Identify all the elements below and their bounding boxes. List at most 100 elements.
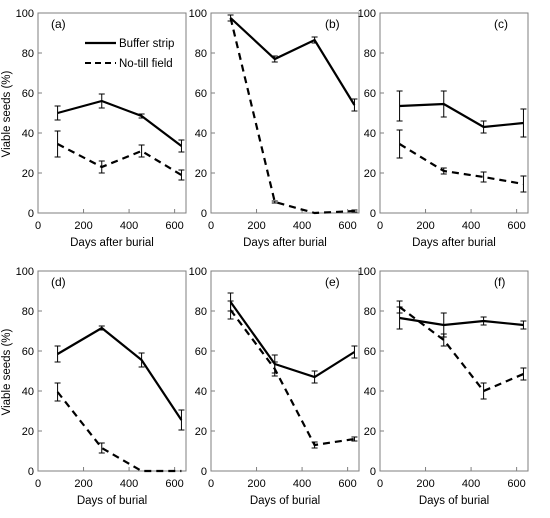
y-tick-label: 100: [16, 266, 34, 278]
x-axis-label: Days of burial: [250, 495, 320, 507]
x-tick-label: 400: [120, 478, 138, 490]
error-bar: [271, 200, 278, 204]
plot-frame: [37, 270, 187, 472]
y-tick-label: 40: [364, 128, 376, 140]
y-tick-label: 20: [22, 168, 34, 180]
error-bar: [311, 36, 318, 44]
y-tick-label: 0: [28, 208, 34, 220]
panel-label: (a): [51, 17, 66, 31]
error-bar: [178, 409, 185, 431]
error-bar: [520, 175, 527, 193]
error-bar: [351, 209, 358, 213]
error-bar: [54, 130, 61, 158]
x-tick-label: 400: [120, 220, 138, 232]
x-tick-label: 0: [35, 220, 41, 232]
y-tick-label: 80: [22, 306, 34, 318]
y-tick-label: 60: [364, 346, 376, 358]
panel-label: (d): [51, 275, 66, 289]
x-tick-label: 0: [377, 478, 383, 490]
y-tick-label: 60: [22, 88, 34, 100]
series-line-no-till: [229, 309, 355, 447]
y-tick-label: 80: [195, 48, 207, 60]
error-bar: [440, 333, 447, 347]
series-line-no-till: [399, 143, 524, 186]
y-tick-label: 80: [364, 48, 376, 60]
y-tick-label: 20: [195, 426, 207, 438]
error-bar: [227, 300, 234, 320]
x-axis-label: Days of burial: [419, 495, 489, 507]
legend: Buffer strip No-till field: [85, 38, 174, 70]
chart-panel-3: 0 20 40 60 80 100 0 200 400 600 Days after burial (…: [358, 8, 529, 249]
x-tick-label: 200: [74, 220, 92, 232]
y-tick-label: 0: [201, 208, 207, 220]
error-bar: [54, 345, 61, 363]
y-tick-label: 100: [189, 8, 207, 20]
x-tick-label: 0: [35, 478, 41, 490]
panel-label: (f): [494, 275, 505, 289]
x-tick-label: 600: [165, 478, 183, 490]
error-bar: [271, 55, 278, 63]
error-bar: [520, 320, 527, 330]
y-axis-label-top: Viable seeds (%): [1, 70, 13, 157]
error-bar: [351, 345, 358, 359]
series-line-no-till: [57, 143, 182, 176]
x-axis-label: Days of burial: [77, 495, 147, 507]
plot-frame: [210, 12, 360, 214]
error-bar: [54, 382, 61, 402]
series-line-buffer: [399, 102, 524, 129]
y-tick-label: 40: [22, 386, 34, 398]
y-tick-label: 100: [16, 8, 34, 20]
error-bar: [440, 167, 447, 175]
y-tick-label: 0: [370, 208, 376, 220]
plot-frame: [379, 12, 529, 214]
series-line-buffer: [57, 99, 183, 147]
x-axis-label: Days after burial: [70, 237, 154, 249]
panel-label: (b): [325, 17, 340, 31]
series-line-buffer: [229, 301, 355, 379]
chart-panel-2: 0 20 40 60 80 100 0 200 400 600 Days after burial (…: [189, 8, 360, 249]
error-bar: [396, 129, 403, 159]
error-bar: [396, 300, 403, 314]
x-tick-label: 0: [208, 478, 214, 490]
error-bar: [98, 93, 105, 109]
y-tick-label: 40: [22, 128, 34, 140]
y-tick-label: 40: [364, 386, 376, 398]
y-tick-label: 20: [22, 426, 34, 438]
error-bar: [520, 108, 527, 138]
error-bar: [311, 370, 318, 384]
error-bar: [178, 139, 185, 153]
x-tick-label: 200: [416, 220, 434, 232]
x-tick-label: 600: [338, 478, 356, 490]
error-bar: [138, 352, 145, 368]
series-line-no-till: [56, 391, 182, 473]
y-tick-label: 20: [195, 168, 207, 180]
y-axis-label-bottom: Viable seeds (%): [1, 328, 13, 415]
x-axis-label: Days after burial: [412, 237, 496, 249]
x-tick-label: 600: [165, 220, 183, 232]
error-bar: [271, 361, 278, 377]
error-bar: [480, 120, 487, 134]
error-bar: [480, 171, 487, 183]
x-tick-label: 400: [293, 220, 311, 232]
x-tick-label: 600: [507, 220, 525, 232]
series-line-buffer: [229, 17, 356, 106]
x-tick-label: 200: [247, 220, 265, 232]
error-bar: [138, 144, 145, 158]
plot-frame: [379, 270, 529, 472]
y-tick-label: 40: [195, 128, 207, 140]
y-tick-label: 40: [195, 386, 207, 398]
series-line-buffer: [399, 316, 524, 327]
error-bar: [351, 98, 358, 112]
x-tick-label: 0: [208, 220, 214, 232]
error-bar: [98, 160, 105, 174]
y-tick-label: 0: [370, 466, 376, 478]
error-bar: [396, 90, 403, 122]
error-bar: [178, 169, 185, 181]
y-tick-label: 20: [364, 426, 376, 438]
x-tick-label: 0: [377, 220, 383, 232]
y-tick-label: 20: [364, 168, 376, 180]
error-bar: [520, 367, 527, 381]
series-line-buffer: [57, 326, 183, 421]
x-tick-label: 600: [338, 220, 356, 232]
